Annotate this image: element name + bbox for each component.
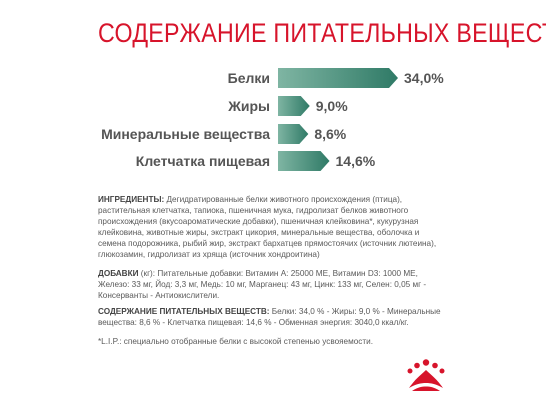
bar-label: Минеральные вещества — [101, 126, 270, 142]
ingredients-block: ИНГРЕДИЕНТЫ: Дегидратированные белки жив… — [98, 194, 448, 260]
ingredients-text: Дегидратированные белки животного происх… — [98, 195, 437, 259]
footnote: *L.I.P.: специально отобранные белки с в… — [98, 337, 373, 346]
bar — [278, 151, 330, 171]
bar-value-label: 9,0% — [316, 98, 348, 114]
bar-value-label: 14,6% — [336, 153, 376, 169]
bar-label: Клетчатка пищевая — [136, 153, 270, 169]
bar-value-label: 34,0% — [404, 70, 444, 86]
bar-label: Жиры — [227, 98, 270, 114]
royal-canin-crown-icon — [407, 359, 445, 391]
additives-block: ДОБАВКИ (кг): Питательные добавки: Витам… — [98, 268, 448, 301]
additives-heading: ДОБАВКИ — [98, 269, 139, 278]
nutrient-bar-chart: Белки 34,0% Жиры 9,0% Минеральные вещества 8,… — [101, 68, 444, 171]
additives-text: (кг): Питательные добавки: Витамин А: 25… — [98, 269, 427, 300]
nutrients-block: СОДЕРЖАНИЕ ПИТАТЕЛЬНЫХ ВЕЩЕСТВ: Белки: 3… — [98, 306, 448, 328]
nutrients-heading: СОДЕРЖАНИЕ ПИТАТЕЛЬНЫХ ВЕЩЕСТВ: — [98, 307, 270, 316]
nutrients-text: Белки: 34,0 % - Жиры: 9,0 % - Минеральны… — [98, 307, 441, 327]
bar-label: Белки — [228, 70, 270, 86]
ingredients-heading: ИНГРЕДИЕНТЫ: — [98, 195, 165, 204]
bar — [278, 124, 309, 144]
bar — [278, 96, 310, 116]
bar-value-label: 8,6% — [314, 126, 346, 142]
bar — [278, 68, 398, 88]
